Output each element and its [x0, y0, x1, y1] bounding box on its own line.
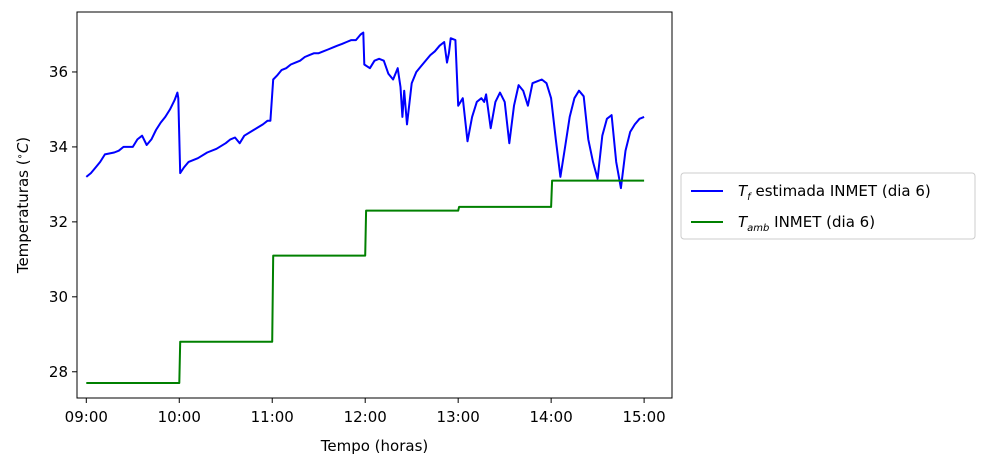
y-axis: 28 30 32 34 36: [49, 63, 77, 381]
y-tick-label: 28: [49, 363, 68, 381]
x-axis: 09:00 10:00 11:00 12:00 13:00 14:00 15:00: [65, 398, 666, 426]
x-tick-label: 13:00: [437, 408, 480, 426]
x-axis-label: Tempo (horas): [320, 437, 428, 455]
y-tick-label: 34: [49, 138, 68, 156]
x-tick-label: 10:00: [158, 408, 201, 426]
x-tick-label: 14:00: [530, 408, 573, 426]
legend-box: [680, 172, 976, 240]
legend-label-tamb: Tamb INMET (dia 6): [738, 213, 875, 234]
x-tick-label: 15:00: [622, 408, 665, 426]
plot-frame: [76, 11, 673, 399]
series-line-tf-estimada: [85, 31, 645, 190]
x-tick-label: 12:00: [344, 408, 387, 426]
x-tick-label: 11:00: [251, 408, 294, 426]
y-tick-label: 36: [49, 63, 68, 81]
y-tick-label: 30: [49, 288, 68, 306]
legend-label-tf: Tf estimada INMET (dia 6): [738, 182, 931, 203]
y-tick-label: 32: [49, 213, 68, 231]
x-tick-label: 09:00: [65, 408, 108, 426]
plot-background: [77, 12, 672, 398]
legend: Tf estimada INMET (dia 6) Tamb INMET (di…: [680, 172, 976, 240]
y-axis-label: Temperaturas (∘C): [14, 137, 32, 274]
series-group: [85, 31, 645, 384]
series-line-tamb: [86, 179, 645, 384]
